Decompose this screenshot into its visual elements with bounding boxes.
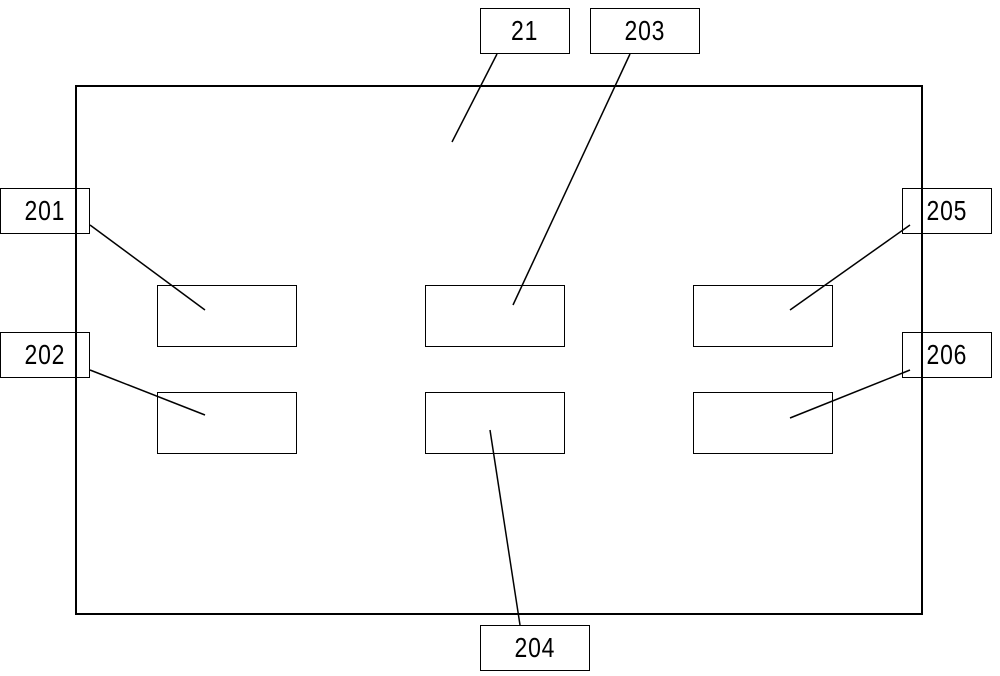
label-box-21: 21 bbox=[480, 8, 570, 54]
label-box-202: 202 bbox=[0, 332, 90, 378]
diagram-canvas: 21 203 201 202 205 206 204 bbox=[0, 0, 1000, 676]
label-box-205: 205 bbox=[902, 188, 992, 234]
label-text-205: 205 bbox=[927, 195, 968, 227]
slot-203 bbox=[425, 285, 565, 347]
label-box-203: 203 bbox=[590, 8, 700, 54]
panel-21 bbox=[75, 85, 923, 615]
label-text-201: 201 bbox=[25, 195, 66, 227]
label-text-204: 204 bbox=[515, 632, 556, 664]
label-box-206: 206 bbox=[902, 332, 992, 378]
slot-206 bbox=[693, 392, 833, 454]
label-box-201: 201 bbox=[0, 188, 90, 234]
label-box-204: 204 bbox=[480, 625, 590, 671]
slot-204 bbox=[425, 392, 565, 454]
label-text-206: 206 bbox=[927, 339, 968, 371]
label-text-21: 21 bbox=[511, 15, 538, 47]
slot-201 bbox=[157, 285, 297, 347]
label-text-203: 203 bbox=[625, 15, 666, 47]
slot-202 bbox=[157, 392, 297, 454]
slot-205 bbox=[693, 285, 833, 347]
label-text-202: 202 bbox=[25, 339, 66, 371]
